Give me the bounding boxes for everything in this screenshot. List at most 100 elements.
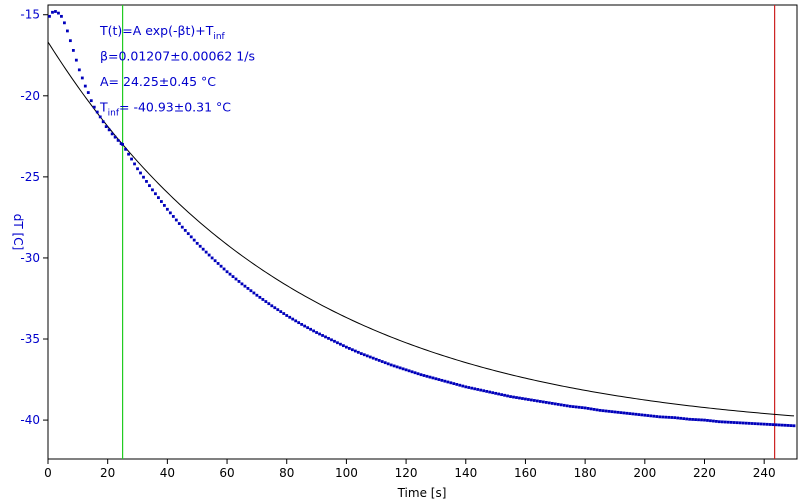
data-point: [771, 423, 775, 427]
data-point: [577, 405, 581, 409]
data-point: [252, 291, 256, 295]
data-point: [419, 373, 423, 377]
data-point: [151, 188, 154, 192]
data-point: [518, 396, 521, 400]
data-point: [116, 138, 120, 142]
data-point: [104, 125, 108, 129]
data-point: [395, 365, 399, 369]
data-point: [333, 339, 336, 343]
data-point: [77, 68, 81, 72]
data-point: [541, 400, 545, 404]
data-point: [640, 413, 644, 417]
data-point: [601, 409, 605, 413]
data-point: [54, 10, 57, 13]
data-point: [119, 142, 123, 146]
data-point: [455, 383, 459, 386]
data-point: [407, 369, 411, 373]
x-tick-label: 20: [100, 466, 115, 480]
data-point: [446, 380, 450, 384]
data-point: [291, 317, 295, 321]
data-point: [183, 228, 187, 232]
data-point: [216, 262, 220, 265]
data-point: [467, 386, 471, 389]
data-point: [783, 423, 787, 427]
data-point: [562, 403, 566, 407]
data-point: [350, 348, 354, 352]
data-point: [195, 241, 199, 245]
data-point: [347, 347, 351, 350]
data-point: [607, 409, 611, 413]
y-tick-label: -20: [20, 89, 40, 103]
data-point: [243, 284, 247, 288]
data-point: [237, 280, 241, 283]
data-point: [622, 411, 626, 415]
data-point: [339, 342, 342, 346]
data-point: [139, 171, 142, 175]
data-point: [371, 356, 375, 360]
data-point: [723, 420, 727, 424]
data-point: [718, 420, 721, 424]
data-point: [261, 298, 265, 301]
data-point: [682, 417, 686, 421]
data-point: [270, 304, 274, 308]
data-point: [646, 414, 650, 417]
data-point: [735, 421, 739, 425]
data-point: [258, 295, 262, 299]
data-point: [422, 374, 426, 377]
x-axis-ticks: 0 20 40 60 80 100 120 140 160 180 200 220 240: [44, 459, 776, 480]
data-point: [342, 344, 345, 348]
data-point: [544, 401, 548, 404]
data-point: [774, 423, 778, 427]
data-point: [171, 215, 175, 218]
data-point: [353, 349, 357, 353]
x-tick-label: 180: [574, 466, 597, 480]
data-point: [535, 399, 539, 403]
x-tick-label: 100: [335, 466, 358, 480]
data-point: [386, 362, 390, 366]
data-point: [538, 400, 542, 403]
data-point: [661, 415, 665, 419]
data-point: [670, 416, 674, 419]
data-point: [631, 412, 635, 416]
data-point: [613, 410, 617, 414]
data-point: [127, 152, 130, 156]
data-point: [276, 308, 280, 312]
data-point: [685, 417, 688, 421]
data-point: [98, 115, 102, 119]
fit-curve: [47, 41, 795, 417]
data-point: [619, 411, 623, 415]
data-point: [553, 402, 557, 406]
data-point: [148, 184, 151, 188]
data-point: [410, 370, 414, 374]
data-point: [649, 414, 653, 418]
data-point: [377, 359, 381, 362]
x-tick-label: 220: [693, 466, 716, 480]
data-point: [753, 422, 757, 426]
data-point: [476, 388, 480, 391]
cursor-lines[interactable]: [122, 5, 776, 459]
data-point: [580, 406, 584, 410]
data-point: [330, 338, 333, 342]
data-point: [616, 410, 620, 414]
data-point: [777, 423, 781, 427]
data-point: [136, 167, 139, 171]
data-point: [634, 412, 638, 416]
data-point: [604, 409, 608, 413]
data-point: [249, 289, 253, 293]
data-point: [86, 91, 90, 94]
data-point: [732, 421, 736, 424]
data-point: [398, 366, 402, 370]
y-tick-label: -40: [20, 413, 40, 427]
plot-frame: [47, 4, 798, 460]
data-point: [595, 408, 599, 412]
data-point: [652, 414, 656, 418]
data-point: [431, 376, 435, 380]
data-point: [709, 419, 712, 423]
data-point: [720, 420, 724, 424]
data-point: [610, 410, 614, 414]
data-point: [157, 196, 160, 200]
y-tick-label: -35: [20, 332, 40, 346]
y-tick-label: -25: [20, 170, 40, 184]
data-point: [240, 282, 244, 286]
data-point: [174, 218, 178, 222]
